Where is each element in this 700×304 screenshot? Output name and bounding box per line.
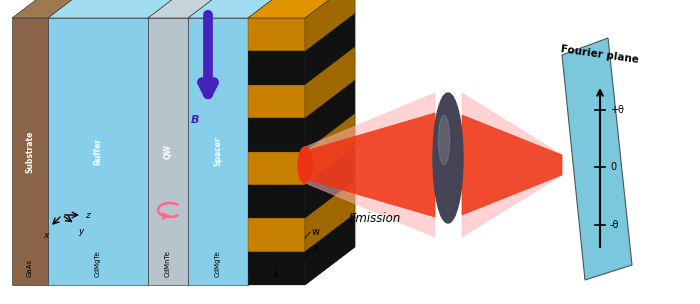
Text: QW: QW	[164, 144, 172, 159]
Text: CdMgTe: CdMgTe	[215, 250, 221, 277]
Polygon shape	[248, 118, 305, 151]
Polygon shape	[305, 113, 435, 217]
Text: B: B	[190, 115, 199, 125]
Polygon shape	[462, 115, 562, 215]
Text: CdMgTe: CdMgTe	[95, 250, 101, 277]
Polygon shape	[305, 93, 435, 237]
Polygon shape	[248, 85, 305, 118]
Polygon shape	[148, 18, 188, 285]
Polygon shape	[248, 218, 305, 252]
Polygon shape	[248, 151, 305, 185]
Polygon shape	[305, 147, 355, 218]
Polygon shape	[305, 0, 355, 285]
Polygon shape	[48, 18, 148, 285]
Polygon shape	[248, 185, 305, 218]
Text: +θ: +θ	[610, 105, 624, 115]
Polygon shape	[188, 18, 248, 285]
Text: GaAs: GaAs	[27, 259, 33, 277]
Ellipse shape	[433, 93, 463, 223]
Polygon shape	[305, 0, 355, 51]
Polygon shape	[148, 0, 238, 18]
Text: Fourier plane: Fourier plane	[560, 45, 640, 65]
Text: Substrate: Substrate	[25, 130, 34, 173]
Polygon shape	[305, 214, 355, 285]
Text: Emission: Emission	[349, 212, 401, 224]
Text: a: a	[312, 243, 318, 253]
Text: w: w	[312, 227, 320, 237]
Polygon shape	[248, 51, 305, 85]
Ellipse shape	[438, 115, 449, 165]
Text: x: x	[43, 231, 49, 240]
Text: Au: Au	[274, 268, 279, 277]
Polygon shape	[305, 80, 355, 151]
Text: Spacer: Spacer	[214, 136, 223, 166]
Text: Buffer: Buffer	[94, 138, 102, 165]
Polygon shape	[248, 252, 305, 285]
Polygon shape	[562, 38, 632, 280]
Ellipse shape	[298, 147, 312, 183]
Polygon shape	[48, 0, 198, 18]
Polygon shape	[188, 0, 298, 18]
Polygon shape	[12, 18, 48, 285]
Polygon shape	[305, 13, 355, 85]
Polygon shape	[12, 0, 98, 18]
Text: z: z	[85, 210, 90, 219]
Text: y: y	[78, 227, 83, 236]
Text: -θ: -θ	[610, 220, 620, 230]
Text: CdMnTe: CdMnTe	[165, 250, 171, 277]
Polygon shape	[248, 18, 305, 51]
Polygon shape	[462, 93, 562, 237]
Polygon shape	[305, 47, 355, 118]
Text: 0: 0	[610, 162, 616, 172]
Polygon shape	[305, 113, 355, 185]
Polygon shape	[248, 0, 355, 18]
Polygon shape	[305, 180, 355, 252]
